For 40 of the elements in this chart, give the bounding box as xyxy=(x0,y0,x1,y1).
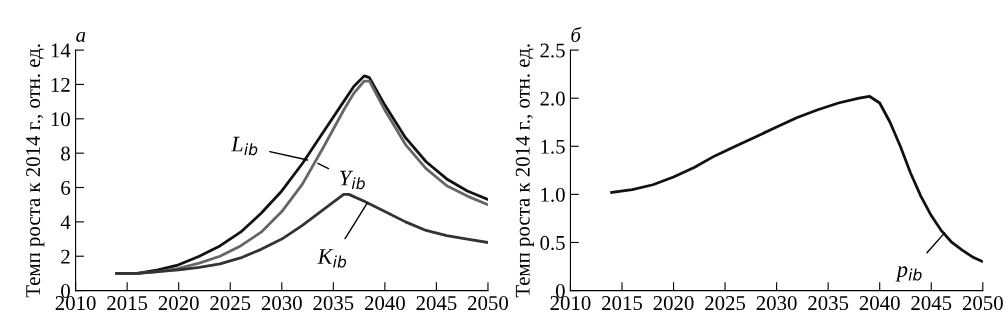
y-tick-label: 14 xyxy=(51,43,71,58)
x-tick-label: 2010 xyxy=(55,296,96,311)
y-tick-label: 0 xyxy=(61,283,70,299)
line-series xyxy=(610,94,983,264)
y-tick-label: 2 xyxy=(61,249,70,264)
chart-title: а xyxy=(76,31,86,42)
annotation: K$_{ib}$ xyxy=(317,249,347,268)
y-axis-title: Темп роста к 2014 г., отн. ед. xyxy=(515,44,534,298)
x-tick-label: 2030 xyxy=(261,296,302,311)
y-tick-label: 1.5 xyxy=(541,139,565,154)
y-tick-label: 0.5 xyxy=(540,235,565,251)
x-tick-label: 2045 xyxy=(911,296,952,311)
x-tick-label: 2050 xyxy=(468,296,508,311)
y-tick-label: 2.0 xyxy=(540,91,565,106)
x-tick-label: 2045 xyxy=(416,296,457,311)
y-tick-label: 12 xyxy=(51,77,70,92)
chart-title: б xyxy=(571,26,582,42)
y-tick-label: 1.0 xyxy=(541,187,565,202)
x-tick-label: 2025 xyxy=(705,296,746,311)
x-tick-label: 2015 xyxy=(602,296,642,311)
line-series xyxy=(115,193,488,275)
x-tick-label: 2050 xyxy=(962,296,1003,311)
y-axis-title: Темп роста к 2014 г., отн. ед. xyxy=(26,44,45,298)
y-tick-label: 2.5 xyxy=(540,43,565,58)
annotation: p$_{ib}$ xyxy=(895,266,922,282)
x-tick-label: 2035 xyxy=(808,296,849,311)
y-tick-label: 4 xyxy=(60,215,71,230)
x-tick-label: 2040 xyxy=(364,296,405,311)
x-tick-label: 2020 xyxy=(653,296,694,311)
y-tick-label: 10 xyxy=(51,112,70,127)
y-tick-label: 6 xyxy=(61,180,71,195)
x-tick-label: 2015 xyxy=(107,296,148,311)
x-tick-label: 2040 xyxy=(859,296,900,311)
annotation: Y$_{ib}$ xyxy=(340,170,365,190)
y-tick-label: 8 xyxy=(61,146,70,161)
x-tick-label: 2020 xyxy=(158,296,199,311)
x-tick-label: 2035 xyxy=(313,296,354,311)
x-tick-label: 2025 xyxy=(210,296,251,311)
x-tick-label: 2030 xyxy=(756,296,797,311)
annotation: L$_{ib}$ xyxy=(231,136,258,156)
